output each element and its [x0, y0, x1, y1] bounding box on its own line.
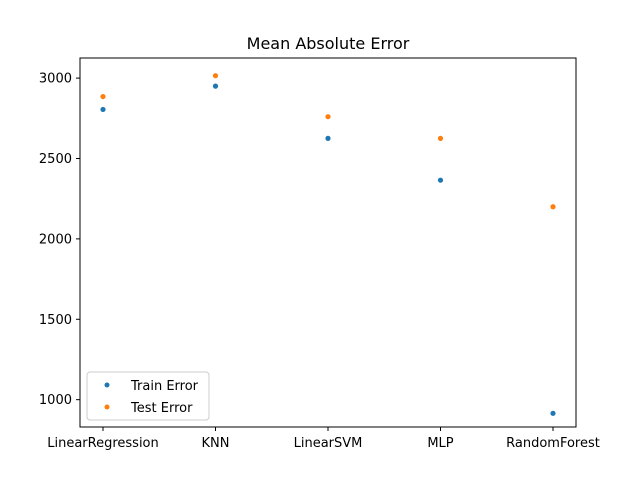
y-axis-ticks: 1000 1500 2000 2500 3000 — [39, 72, 80, 408]
point-test-error — [437, 135, 444, 141]
legend-marker-train-error — [104, 382, 110, 388]
y-tick-label: 2000 — [39, 232, 72, 247]
y-tick-label: 3000 — [39, 72, 72, 87]
point-train-error — [437, 177, 444, 183]
x-axis-ticks: LinearRegression KNN LinearSVM MLP RandomFor… — [47, 427, 600, 451]
data-points — [100, 73, 556, 416]
y-tick-label: 1500 — [39, 313, 72, 328]
x-tick-label: KNN — [202, 436, 230, 451]
chart-title: Mean Absolute Error — [247, 34, 410, 53]
point-test-error — [550, 204, 556, 210]
legend-box — [86, 371, 210, 421]
y-tick-label: 1000 — [39, 393, 72, 408]
legend: Train Error Test Error — [86, 371, 210, 421]
x-tick-label: LinearRegression — [47, 436, 159, 451]
legend-label-test-error: Test Error — [130, 401, 193, 416]
plot-area-frame — [79, 57, 577, 428]
point-train-error — [550, 410, 556, 416]
point-train-error — [212, 83, 219, 89]
y-tick-label: 2500 — [39, 152, 72, 167]
point-test-error — [212, 73, 219, 79]
legend-marker-test-error — [104, 404, 110, 410]
legend-label-train-error: Train Error — [130, 379, 199, 394]
point-test-error — [325, 114, 331, 120]
point-train-error — [325, 135, 331, 141]
x-tick-label: MLP — [427, 436, 453, 451]
x-tick-label: LinearSVM — [294, 436, 363, 451]
point-test-error — [100, 93, 106, 100]
point-train-error — [100, 106, 106, 113]
x-tick-label: RandomForest — [506, 436, 600, 451]
